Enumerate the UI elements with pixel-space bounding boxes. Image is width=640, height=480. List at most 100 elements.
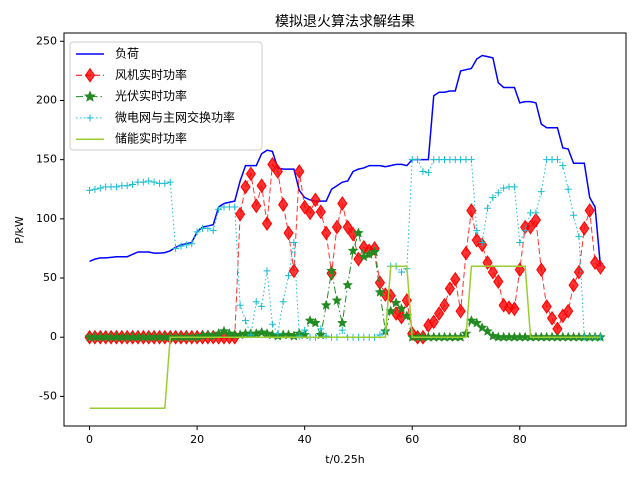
plus-marker (532, 209, 540, 217)
plus-marker (279, 298, 287, 306)
diamond-marker (235, 206, 246, 222)
star-marker (261, 327, 273, 339)
star-marker (487, 330, 499, 341)
plus-marker (177, 242, 185, 250)
plus-marker (570, 211, 578, 219)
plus-marker (414, 156, 422, 164)
plus-marker (575, 233, 583, 241)
plus-marker (193, 228, 201, 236)
legend-marker (86, 114, 94, 122)
plot-frame (63, 32, 627, 427)
diamond-marker (331, 219, 343, 235)
plus-marker (494, 189, 502, 197)
star-marker (256, 326, 268, 338)
plus-marker (521, 227, 529, 235)
diamond-marker (509, 301, 520, 317)
plus-marker (564, 185, 572, 193)
diamond-marker (595, 260, 606, 275)
diamond-marker (439, 297, 450, 313)
diamond-marker (321, 225, 332, 241)
star-marker (482, 325, 493, 336)
diamond-marker (541, 299, 552, 314)
plus-marker (419, 167, 427, 175)
star-marker (471, 317, 483, 328)
diamond-marker (428, 314, 439, 330)
plus-marker (112, 183, 120, 191)
y-tick-label: 100 (36, 212, 57, 225)
plus-marker (209, 227, 217, 235)
plus-marker (268, 320, 276, 328)
plus-marker (467, 156, 475, 164)
series-line (89, 159, 601, 338)
plus-marker (322, 332, 330, 340)
y-tick-label: 200 (36, 93, 57, 106)
plus-marker (500, 184, 508, 192)
star-marker (396, 303, 407, 314)
plus-marker (473, 227, 481, 235)
diamond-marker (487, 264, 499, 280)
y-axis-label: P/kW (13, 216, 26, 244)
diamond-marker (278, 197, 289, 213)
x-axis-label: t/0.25h (325, 453, 365, 466)
diamond-marker (536, 262, 547, 278)
star-marker (353, 227, 364, 238)
series-line (89, 265, 601, 409)
series (84, 157, 606, 345)
plus-marker (242, 317, 250, 325)
diamond-marker (546, 310, 558, 326)
plus-marker (258, 302, 266, 310)
x-tick-label: 0 (86, 433, 93, 446)
diamond-marker (288, 263, 300, 279)
plus-marker (123, 182, 131, 190)
star-marker (369, 246, 380, 257)
plus-marker (145, 177, 153, 185)
y-tick-label: 50 (43, 271, 57, 284)
series (89, 265, 601, 409)
diamond-marker (272, 164, 283, 179)
plus-marker (215, 205, 223, 213)
star-marker (390, 297, 402, 308)
plus-marker (204, 224, 212, 232)
plus-marker (285, 272, 293, 280)
diamond-marker (584, 203, 595, 218)
series-line (89, 54, 602, 267)
diamond-marker (251, 198, 262, 214)
diamond-marker (337, 196, 348, 211)
y-tick-label: 0 (50, 330, 57, 343)
diamond-marker (256, 178, 267, 194)
plus-marker (96, 184, 104, 192)
diamond-marker (434, 306, 445, 321)
plus-marker (301, 326, 309, 334)
diamond-marker (267, 157, 278, 172)
diamond-marker (455, 303, 466, 319)
plus-marker (489, 194, 497, 202)
plus-marker (252, 298, 260, 306)
star-marker (347, 245, 359, 256)
star-marker (476, 322, 488, 333)
diamond-marker (530, 212, 542, 228)
diamond-marker (310, 192, 321, 208)
star-marker (331, 294, 343, 306)
plus-marker (553, 156, 561, 164)
diamond-marker (261, 216, 273, 231)
plus-marker (172, 244, 180, 252)
plus-marker (484, 204, 492, 212)
x-tick-label: 40 (298, 433, 312, 446)
plus-marker (188, 240, 196, 248)
legend-label: 风机实时功率 (115, 67, 187, 82)
plus-marker (478, 239, 486, 247)
legend-box (69, 41, 263, 151)
diamond-marker (493, 274, 504, 289)
y-tick-label: 150 (36, 153, 57, 166)
y-tick-label: -50 (39, 389, 57, 402)
plus-marker (516, 239, 524, 247)
y-tick-label: 250 (36, 34, 57, 47)
plus-marker (295, 332, 303, 340)
x-tick-label: 20 (190, 433, 204, 446)
plus-marker (166, 178, 174, 186)
diamond-marker (283, 225, 294, 241)
diamond-marker (563, 303, 574, 319)
chart-title: 模拟退火算法求解结果 (275, 14, 415, 30)
